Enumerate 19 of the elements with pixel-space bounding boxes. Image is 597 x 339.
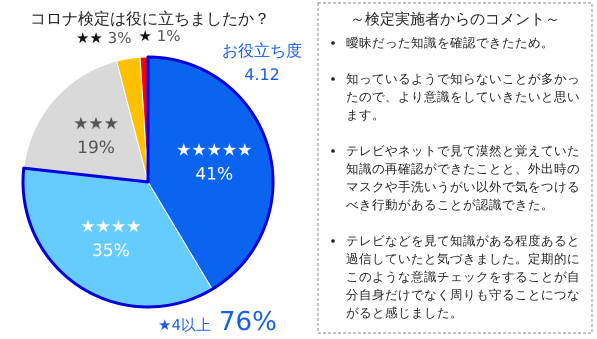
data-label: 19% (77, 138, 115, 158)
data-label: 41% (195, 164, 234, 185)
slice-label: ★★★ (73, 114, 119, 134)
slice-label: ★ (138, 27, 152, 46)
pie-slice (23, 60, 148, 182)
data-label: 35% (92, 240, 130, 261)
chart-title: コロナ検定は役に立ちましたか？ (30, 9, 270, 28)
slice-label: ★★ (76, 28, 103, 47)
slice-label: ★★★★ (80, 216, 142, 237)
text: 曖昧だった知識を確認できたため。 (346, 35, 554, 50)
slice-label: ★★★★★ (176, 140, 252, 161)
text: テレビやネットで見て漠然と覚えていた知識の再確認ができたことと、外出時のマスクや手洗いうがい以外で気をつけるべき行動があることが認識できた。 (346, 143, 580, 212)
text: ★4以上 76% (158, 307, 277, 337)
text: ～検定実施者からのコメント～ (350, 10, 560, 28)
data-label: 1% (156, 27, 181, 46)
data-label: 3% (108, 28, 132, 47)
text: テレビなどを見て知識がある程度あると過信していたと気づきました。定期的にこのような意識チェックをすることが自分自身だけでなく周りも守ることにつながると感じました。 (346, 233, 580, 320)
text: お役立ち度 4.12 (222, 41, 302, 84)
text: 知っているようで知らないことが多かったので、より意識をしていきたいと思います。 (346, 71, 580, 122)
